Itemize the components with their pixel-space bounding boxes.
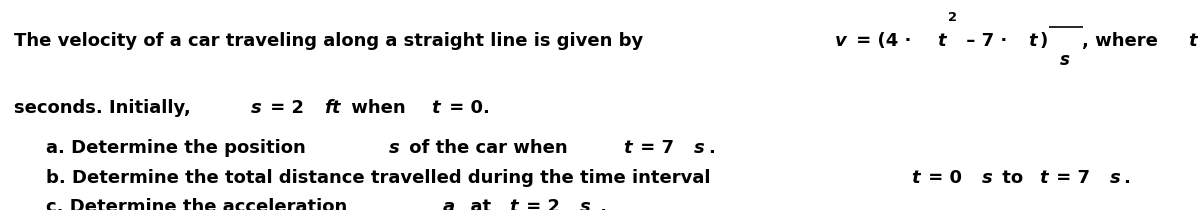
Text: , where: , where (1082, 32, 1164, 50)
Text: b. Determine the total distance travelled during the time interval: b. Determine the total distance travelle… (46, 169, 716, 187)
Text: – 7 ·: – 7 · (960, 32, 1013, 50)
Text: t: t (1188, 32, 1196, 50)
Text: = 0.: = 0. (443, 99, 490, 117)
Text: s: s (1060, 51, 1069, 69)
Text: .: . (1123, 169, 1130, 187)
Text: s: s (580, 198, 590, 210)
Text: = 0: = 0 (923, 169, 968, 187)
Text: s: s (982, 169, 992, 187)
Text: The velocity of a car traveling along a straight line is given by: The velocity of a car traveling along a … (14, 32, 650, 50)
Text: = 7: = 7 (1050, 169, 1097, 187)
Text: = 2: = 2 (520, 198, 566, 210)
Text: a: a (443, 198, 455, 210)
Text: c. Determine the acceleration: c. Determine the acceleration (46, 198, 353, 210)
Text: t: t (623, 139, 632, 157)
Text: t: t (509, 198, 517, 210)
Text: at: at (458, 198, 497, 210)
Text: seconds. Initially,: seconds. Initially, (14, 99, 197, 117)
Text: ): ) (1039, 32, 1048, 50)
Text: ft: ft (1056, 0, 1072, 4)
Text: s: s (694, 139, 704, 157)
Text: t: t (937, 32, 946, 50)
Text: = (4 ·: = (4 · (850, 32, 917, 50)
Text: s: s (1110, 169, 1121, 187)
Text: t: t (432, 99, 440, 117)
Text: ft: ft (324, 99, 341, 117)
Text: of the car when: of the car when (403, 139, 574, 157)
Text: s: s (389, 139, 400, 157)
Text: a. Determine the position: a. Determine the position (46, 139, 312, 157)
Text: v: v (834, 32, 846, 50)
Text: t: t (1028, 32, 1037, 50)
Text: 2: 2 (948, 11, 956, 24)
Text: t: t (1039, 169, 1048, 187)
Text: t: t (911, 169, 919, 187)
Text: = 7: = 7 (635, 139, 680, 157)
Text: s: s (251, 99, 262, 117)
Text: = 2: = 2 (264, 99, 311, 117)
Text: to: to (996, 169, 1030, 187)
Text: when: when (346, 99, 413, 117)
Text: .: . (594, 198, 607, 210)
Text: .: . (708, 139, 715, 157)
